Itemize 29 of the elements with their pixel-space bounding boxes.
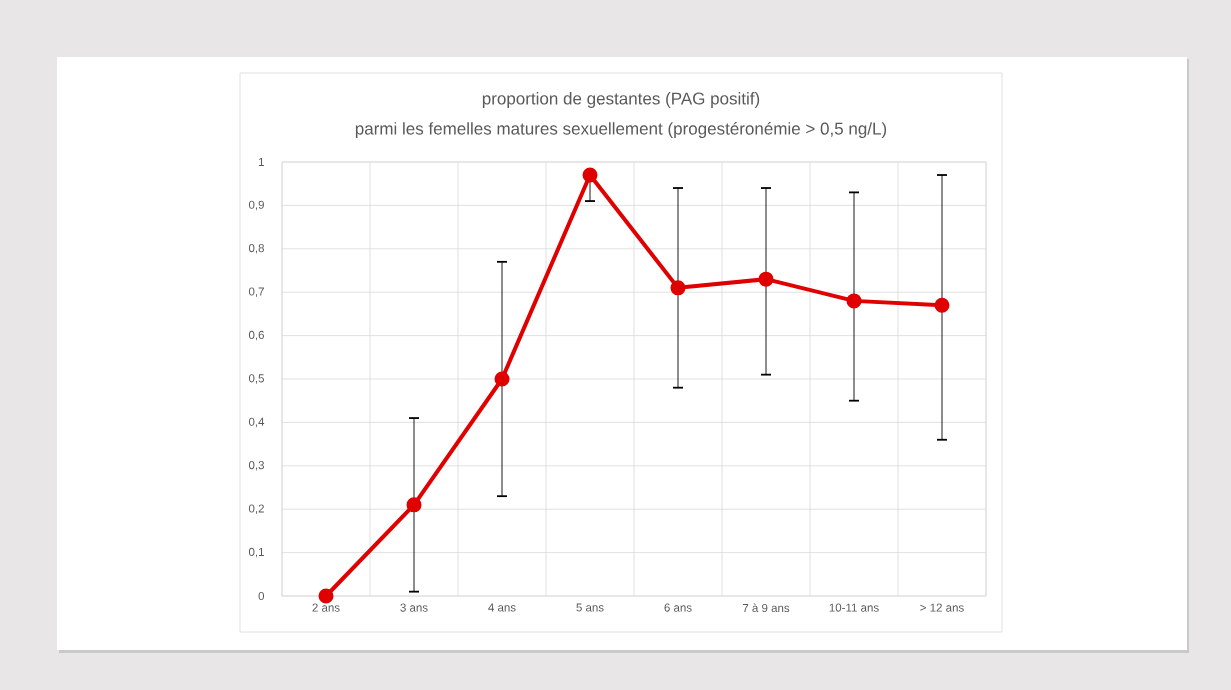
point bbox=[670, 280, 686, 296]
y-tick-label: 0,9 bbox=[248, 200, 264, 211]
x-tick-label: 2 ans bbox=[312, 603, 340, 612]
x-tick-label: 6 ans bbox=[664, 603, 692, 612]
point bbox=[934, 297, 950, 313]
y-tick-label: 0,6 bbox=[248, 330, 264, 341]
x-tick-label: 3 ans bbox=[400, 603, 428, 612]
y-tick-label: 0 bbox=[258, 591, 265, 601]
x-tick-label: 10-11 ans bbox=[829, 603, 879, 612]
y-tick-label: 1 bbox=[258, 158, 264, 166]
point bbox=[494, 371, 510, 387]
y-tick-label: 0,1 bbox=[248, 547, 264, 558]
x-tick-label: 7 à 9 ans bbox=[742, 603, 790, 613]
y-tick-label: 0,7 bbox=[248, 287, 264, 297]
y-tick-label: 0,5 bbox=[248, 374, 264, 384]
x-tick-label: 4 ans bbox=[488, 603, 516, 612]
x-tick-label: 5 ans bbox=[576, 603, 604, 612]
y-tick-label: 0,4 bbox=[248, 417, 265, 428]
y-tick-label: 0,2 bbox=[248, 504, 264, 514]
y-tick-label: 0,3 bbox=[248, 461, 264, 471]
chart-title: proportion de gestantes (PAG positif) bbox=[482, 92, 760, 108]
x-tick-label: > 12 ans bbox=[920, 603, 964, 612]
point bbox=[318, 588, 334, 604]
chart-subtitle: parmi les femelles matures sexuellement (progestéronémie > 0,5 ng/L) bbox=[355, 121, 887, 139]
point bbox=[846, 293, 862, 309]
point bbox=[406, 497, 422, 513]
point bbox=[582, 167, 598, 183]
y-tick-label: 0,8 bbox=[248, 244, 264, 254]
point bbox=[758, 271, 774, 287]
